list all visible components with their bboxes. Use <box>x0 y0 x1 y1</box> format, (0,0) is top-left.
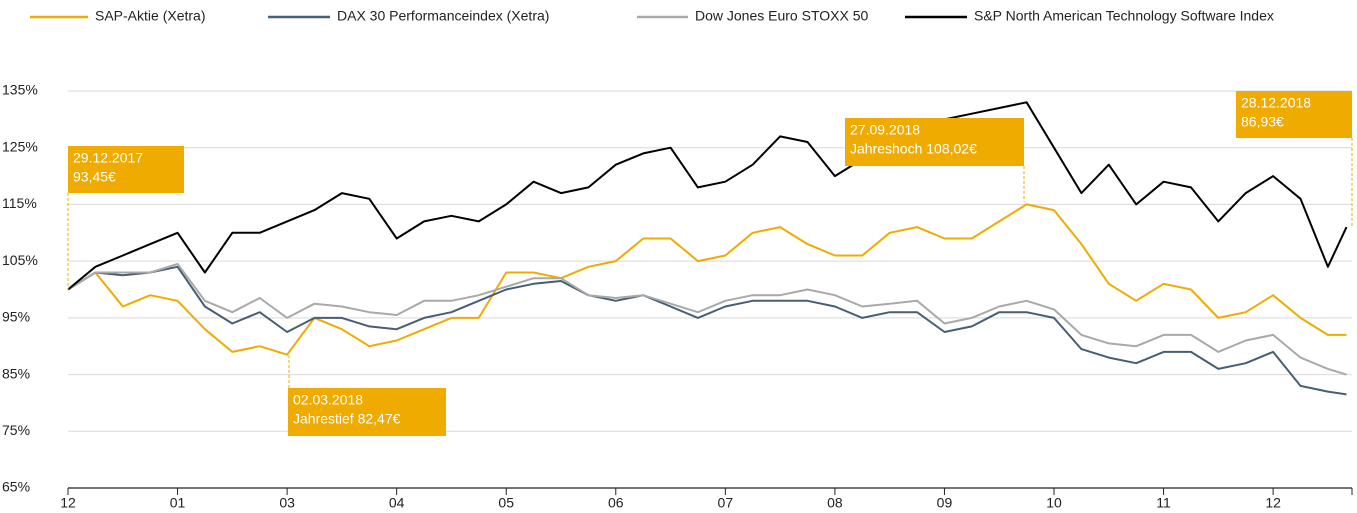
x-tick-label: 04 <box>389 495 405 511</box>
series-line <box>67 265 1347 396</box>
x-tick-label: 08 <box>827 495 843 511</box>
series-line <box>67 263 1347 376</box>
y-tick-label: 85% <box>2 365 30 381</box>
legend-label: DAX 30 Performanceindex (Xetra) <box>337 8 549 24</box>
x-tick-label: 06 <box>608 495 624 511</box>
annotation-text: Jahreshoch 108,02€ <box>850 141 977 157</box>
x-tick-label: 01 <box>170 495 186 511</box>
annotation-text: 28.12.2018 <box>1241 95 1311 111</box>
y-tick-label: 65% <box>2 479 30 495</box>
y-tick-label: 95% <box>2 309 30 325</box>
y-tick-label: 75% <box>2 422 30 438</box>
annotation-box <box>845 118 1024 166</box>
x-tick-label: 07 <box>718 495 734 511</box>
annotation-text: 29.12.2017 <box>73 150 143 166</box>
series-line <box>67 203 1347 356</box>
legend-label: Dow Jones Euro STOXX 50 <box>695 8 868 24</box>
x-tick-label: 05 <box>498 495 514 511</box>
x-tick-label: 03 <box>279 495 295 511</box>
annotation-box <box>288 388 446 436</box>
x-tick-label: 10 <box>1046 495 1062 511</box>
x-tick-label: 12 <box>60 495 76 511</box>
legend-label: S&P North American Technology Software I… <box>974 8 1274 24</box>
x-tick-label: 09 <box>937 495 953 511</box>
annotation-box <box>68 146 184 193</box>
y-tick-label: 115% <box>2 195 37 211</box>
legend-label: SAP-Aktie (Xetra) <box>95 8 205 24</box>
annotation-text: 27.09.2018 <box>850 122 920 138</box>
annotation-text: 86,93€ <box>1241 114 1284 130</box>
x-tick-label: 12 <box>1265 495 1281 511</box>
y-tick-label: 105% <box>2 252 38 268</box>
annotation-text: Jahrestief 82,47€ <box>293 411 401 427</box>
annotation-box <box>1236 91 1352 138</box>
annotation-text: 02.03.2018 <box>293 392 363 408</box>
y-tick-label: 125% <box>2 138 38 154</box>
y-tick-label: 135% <box>2 82 38 98</box>
series-line <box>67 101 1348 291</box>
annotation-text: 93,45€ <box>73 169 116 185</box>
x-tick-label: 11 <box>1156 495 1171 511</box>
